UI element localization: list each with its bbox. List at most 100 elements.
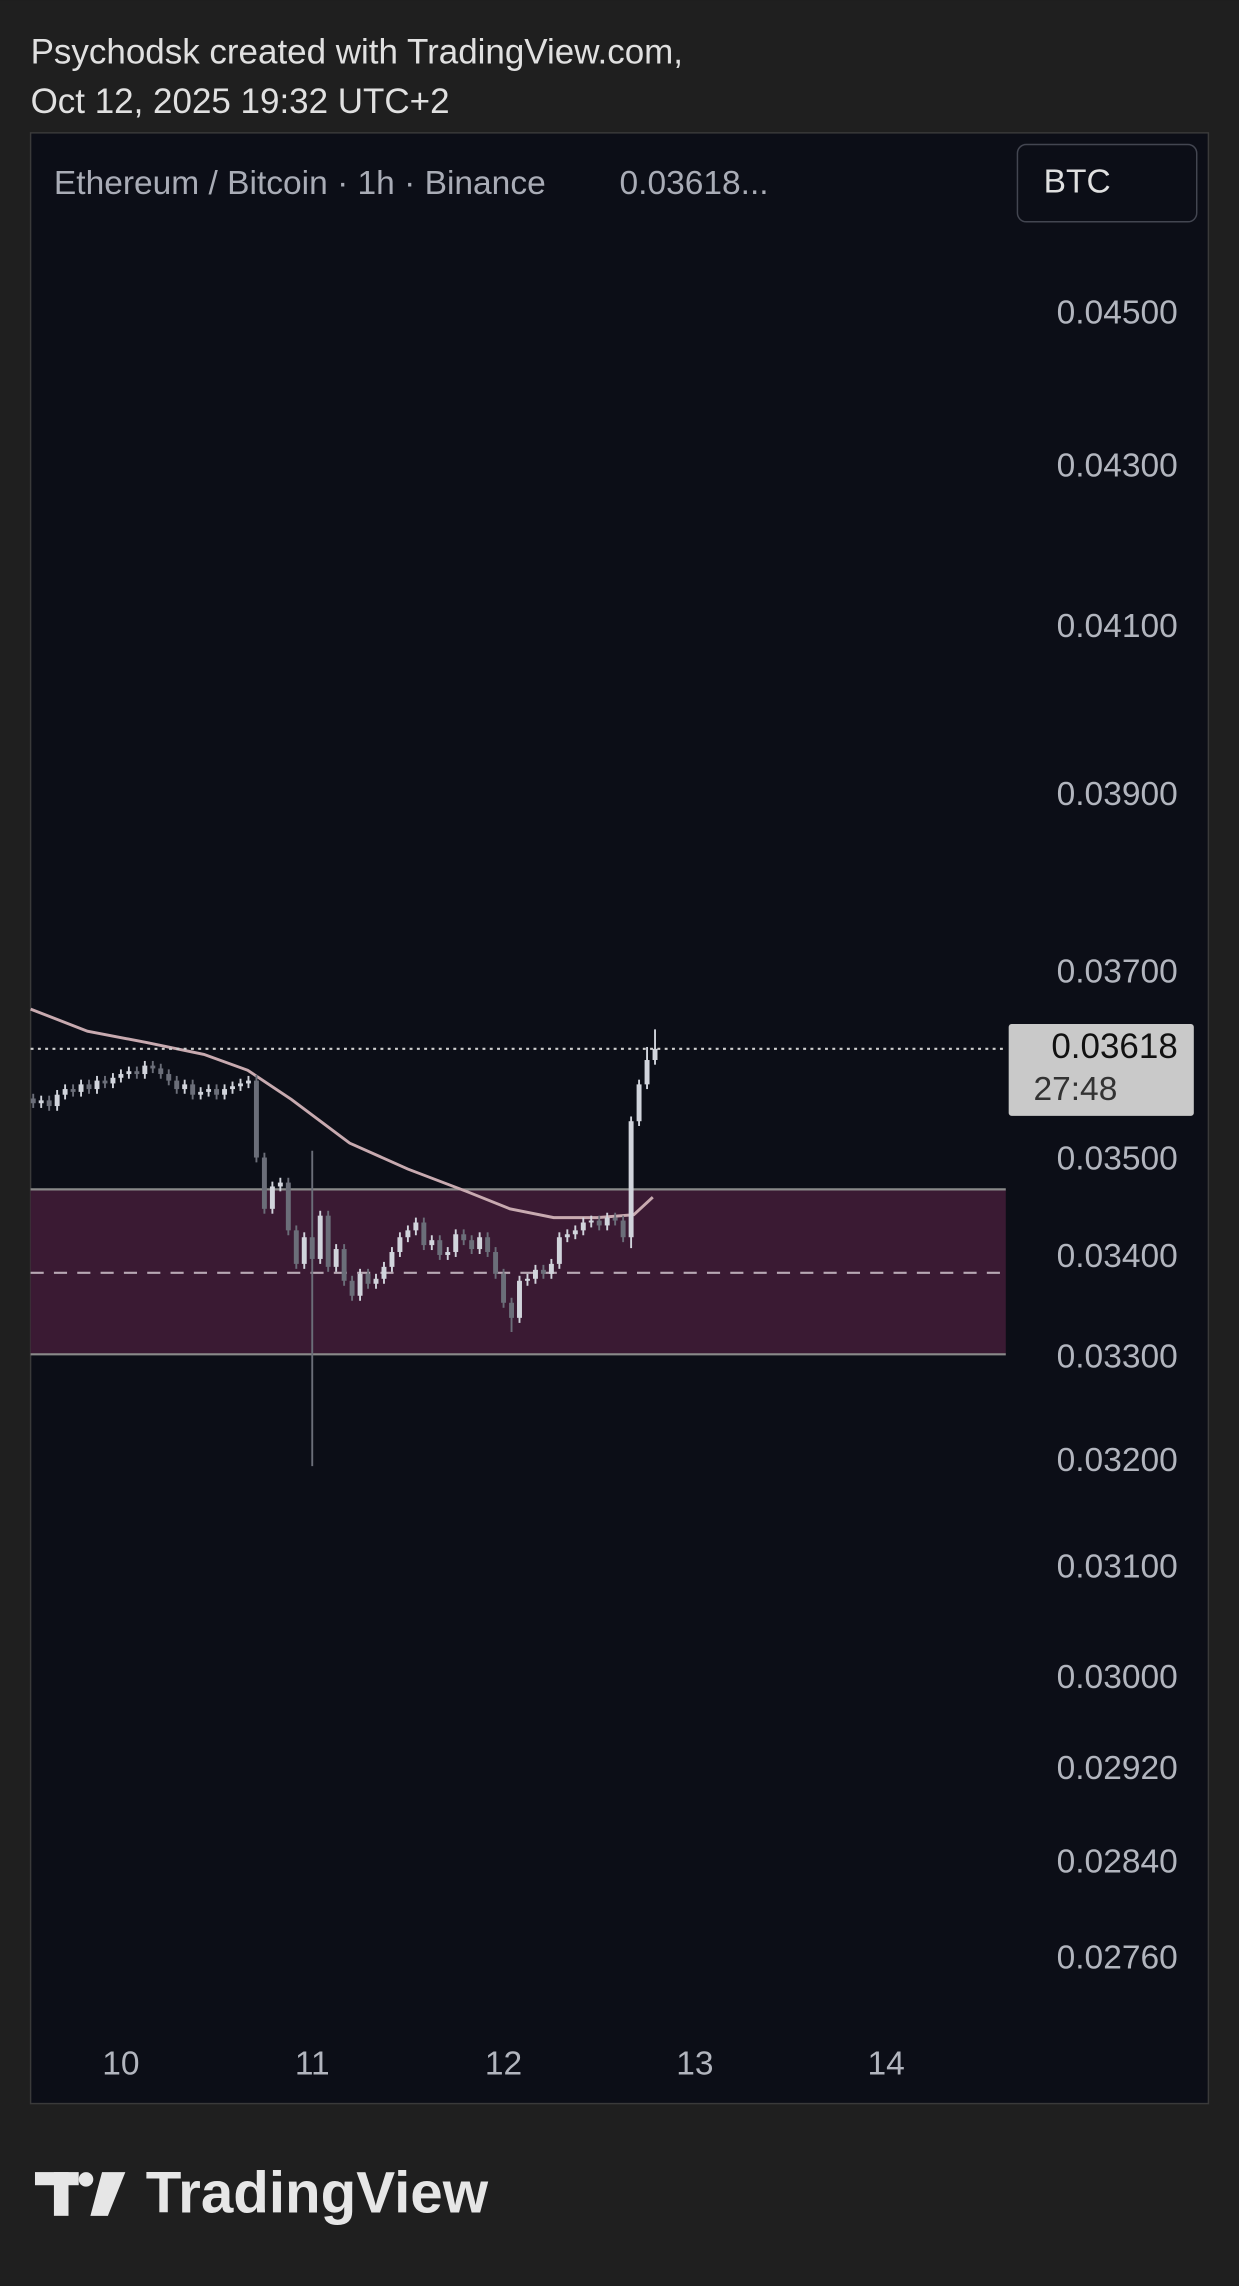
candle-body	[381, 1266, 387, 1279]
candle-body	[325, 1215, 331, 1267]
candle-body	[397, 1237, 403, 1253]
y-tick-label: 0.03900	[1057, 776, 1178, 813]
candle-body	[118, 1074, 124, 1078]
x-tick-label: 13	[676, 2046, 713, 2083]
candle-body	[612, 1217, 618, 1221]
candle-body	[166, 1074, 172, 1081]
candle-body	[429, 1240, 435, 1246]
candle-body	[405, 1230, 411, 1238]
countdown: 27:48	[1033, 1071, 1117, 1108]
currency-label[interactable]: BTC	[1044, 164, 1111, 201]
candle-body	[126, 1071, 132, 1075]
candle-body	[134, 1071, 140, 1075]
candle-body	[644, 1060, 650, 1085]
candle-body	[365, 1273, 371, 1284]
candle-body	[30, 1098, 36, 1104]
symbol-title: Ethereum / Bitcoin · 1h · Binance	[54, 165, 546, 202]
brand: TradingView	[146, 2160, 489, 2225]
zone	[30, 1189, 1006, 1355]
y-tick-label: 0.02840	[1057, 1843, 1178, 1880]
y-tick-label: 0.04500	[1057, 295, 1178, 332]
candle-body	[142, 1065, 148, 1075]
candle-body	[301, 1237, 307, 1264]
y-tick-label: 0.02920	[1057, 1750, 1178, 1787]
candle-body	[421, 1222, 427, 1246]
candle-body	[501, 1273, 507, 1303]
logo	[34, 2172, 126, 2216]
candle-body	[636, 1084, 642, 1122]
y-tick-label: 0.02760	[1057, 1940, 1178, 1977]
candle-body	[94, 1080, 100, 1090]
x-tick-label: 14	[868, 2046, 905, 2083]
candle-body	[572, 1230, 578, 1235]
candle-body	[596, 1220, 602, 1226]
candle-body	[198, 1091, 204, 1095]
candle-body	[78, 1084, 84, 1092]
x-tick-label: 10	[102, 2046, 139, 2083]
candle-body	[477, 1237, 483, 1250]
chart-panel	[29, 132, 1210, 2105]
candle-body	[277, 1182, 283, 1187]
logo-dot	[78, 2172, 94, 2187]
y-tick-label: 0.03100	[1057, 1549, 1178, 1586]
candle-body	[532, 1269, 538, 1279]
candle-body	[261, 1157, 267, 1209]
price-text: 0.03618...	[620, 165, 769, 202]
y-tick-label: 0.04100	[1057, 608, 1178, 645]
x-tick-label: 12	[485, 2046, 522, 2083]
candle-body	[564, 1234, 570, 1238]
candle-body	[230, 1086, 235, 1090]
candle-body	[349, 1280, 355, 1296]
candle-body	[588, 1220, 594, 1223]
candle-body	[174, 1080, 180, 1090]
candle-body	[190, 1084, 196, 1095]
logo-stem	[53, 2172, 69, 2216]
candle-body	[469, 1240, 475, 1250]
y-tick-label: 0.03300	[1057, 1338, 1178, 1375]
price-tag-value: 0.03618	[1051, 1027, 1177, 1066]
candle-body	[437, 1240, 443, 1255]
candle-body	[453, 1234, 459, 1253]
candle-body	[46, 1100, 52, 1107]
candle-body	[445, 1252, 451, 1255]
candle-body	[620, 1220, 626, 1238]
candle-body	[493, 1252, 499, 1274]
candle-body	[293, 1230, 299, 1264]
candle-body	[206, 1089, 212, 1092]
candle-body	[222, 1089, 228, 1095]
y-tick-label: 0.03500	[1057, 1140, 1178, 1177]
moving-average	[30, 1007, 654, 1220]
candle-body	[309, 1237, 315, 1259]
candle-body	[556, 1237, 562, 1264]
candle-body	[628, 1121, 634, 1238]
candle-body	[182, 1084, 188, 1090]
author-line: Psychodsk created with TradingView.com,	[31, 32, 683, 71]
candle-body	[517, 1280, 522, 1318]
candle-body	[333, 1249, 339, 1267]
candle-body	[214, 1089, 220, 1095]
logo-slash	[90, 2172, 126, 2216]
date-line: Oct 12, 2025 19:32 UTC+2	[31, 82, 450, 121]
candle-body	[373, 1278, 379, 1284]
candle-body	[580, 1222, 586, 1231]
y-tick-label: 0.03200	[1057, 1442, 1178, 1479]
candle-body	[357, 1273, 363, 1296]
currency-button[interactable]	[1016, 143, 1198, 223]
plot: 0.04500 0.04300 0.04100 0.03900 0.03700 0.035…	[30, 295, 1194, 2083]
candle-body	[102, 1080, 108, 1084]
y-tick-label: 0.03400	[1057, 1238, 1178, 1275]
candle-body	[389, 1252, 395, 1267]
candle-body	[62, 1089, 68, 1095]
candle-body	[269, 1186, 275, 1209]
candle-body	[485, 1237, 491, 1253]
price-tag	[1008, 1024, 1194, 1116]
candle-body	[317, 1215, 323, 1259]
candle-body	[110, 1077, 116, 1084]
candle-body	[70, 1089, 76, 1092]
candle-body	[86, 1084, 92, 1090]
candle-body	[38, 1100, 44, 1104]
candle-body	[548, 1263, 554, 1274]
candle-body	[461, 1234, 467, 1241]
